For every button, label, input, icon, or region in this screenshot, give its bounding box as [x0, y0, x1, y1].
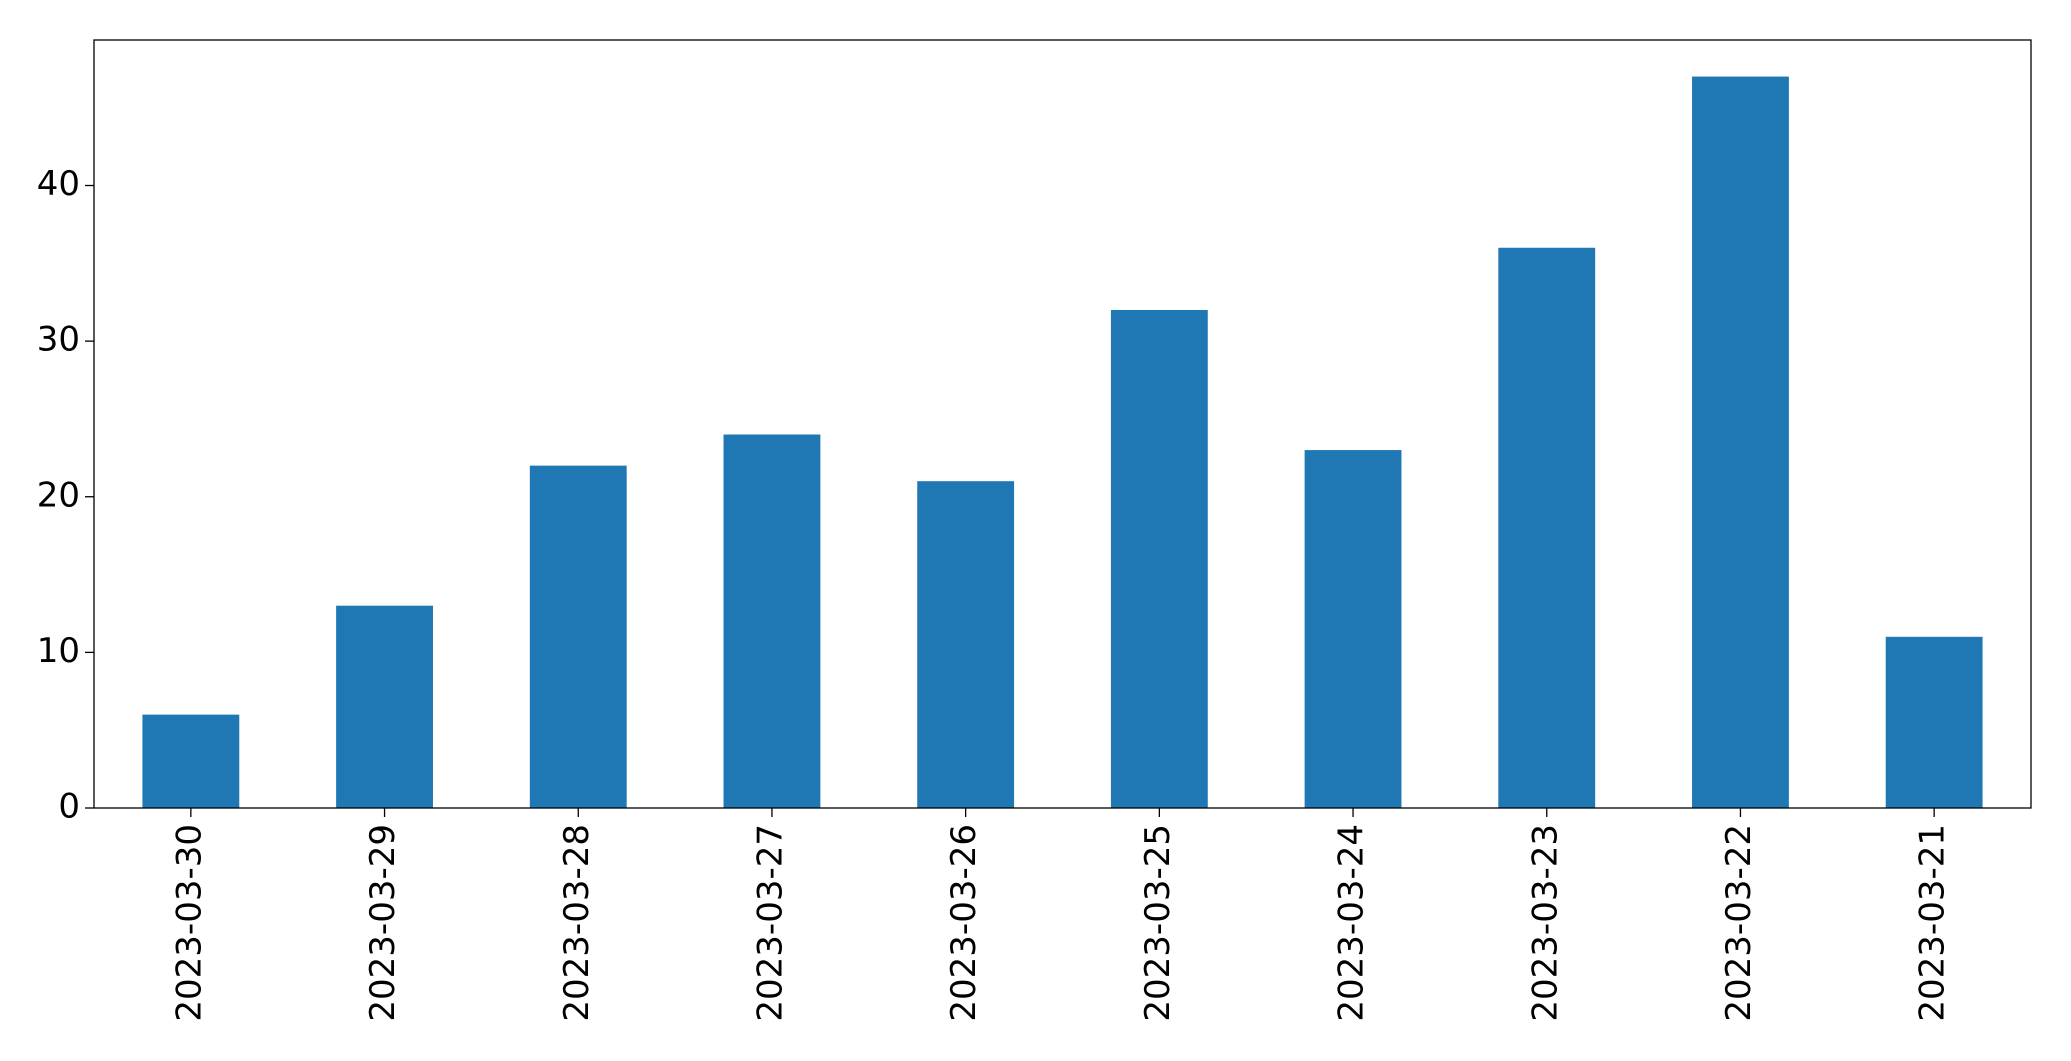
- x-tick-label: 2023-03-28: [557, 824, 597, 1022]
- bar: [1110, 310, 1208, 808]
- y-tick-label: 20: [37, 475, 80, 515]
- y-tick-label: 40: [37, 164, 80, 204]
- x-tick-label: 2023-03-30: [169, 824, 209, 1022]
- bar: [1498, 247, 1596, 808]
- x-tick-label: 2023-03-29: [363, 824, 403, 1022]
- x-tick-label: 2023-03-23: [1525, 824, 1565, 1022]
- bar: [142, 714, 240, 808]
- x-tick-label: 2023-03-24: [1332, 824, 1372, 1022]
- bar: [723, 434, 821, 808]
- y-tick-label: 0: [58, 787, 80, 827]
- y-tick-label: 30: [37, 320, 80, 360]
- x-tick-label: 2023-03-21: [1913, 824, 1953, 1022]
- x-tick-label: 2023-03-25: [1138, 824, 1178, 1022]
- bar: [917, 481, 1015, 808]
- plot-frame: [93, 39, 2032, 809]
- y-tick-label: 10: [37, 631, 80, 671]
- bar: [1692, 76, 1789, 809]
- x-tick-label: 2023-03-26: [944, 824, 984, 1022]
- x-tick-label: 2023-03-22: [1719, 824, 1759, 1022]
- bar: [336, 605, 433, 808]
- bar: [1304, 450, 1402, 808]
- bar: [1885, 636, 1983, 808]
- x-tick-label: 2023-03-27: [750, 824, 790, 1022]
- bar: [529, 465, 627, 808]
